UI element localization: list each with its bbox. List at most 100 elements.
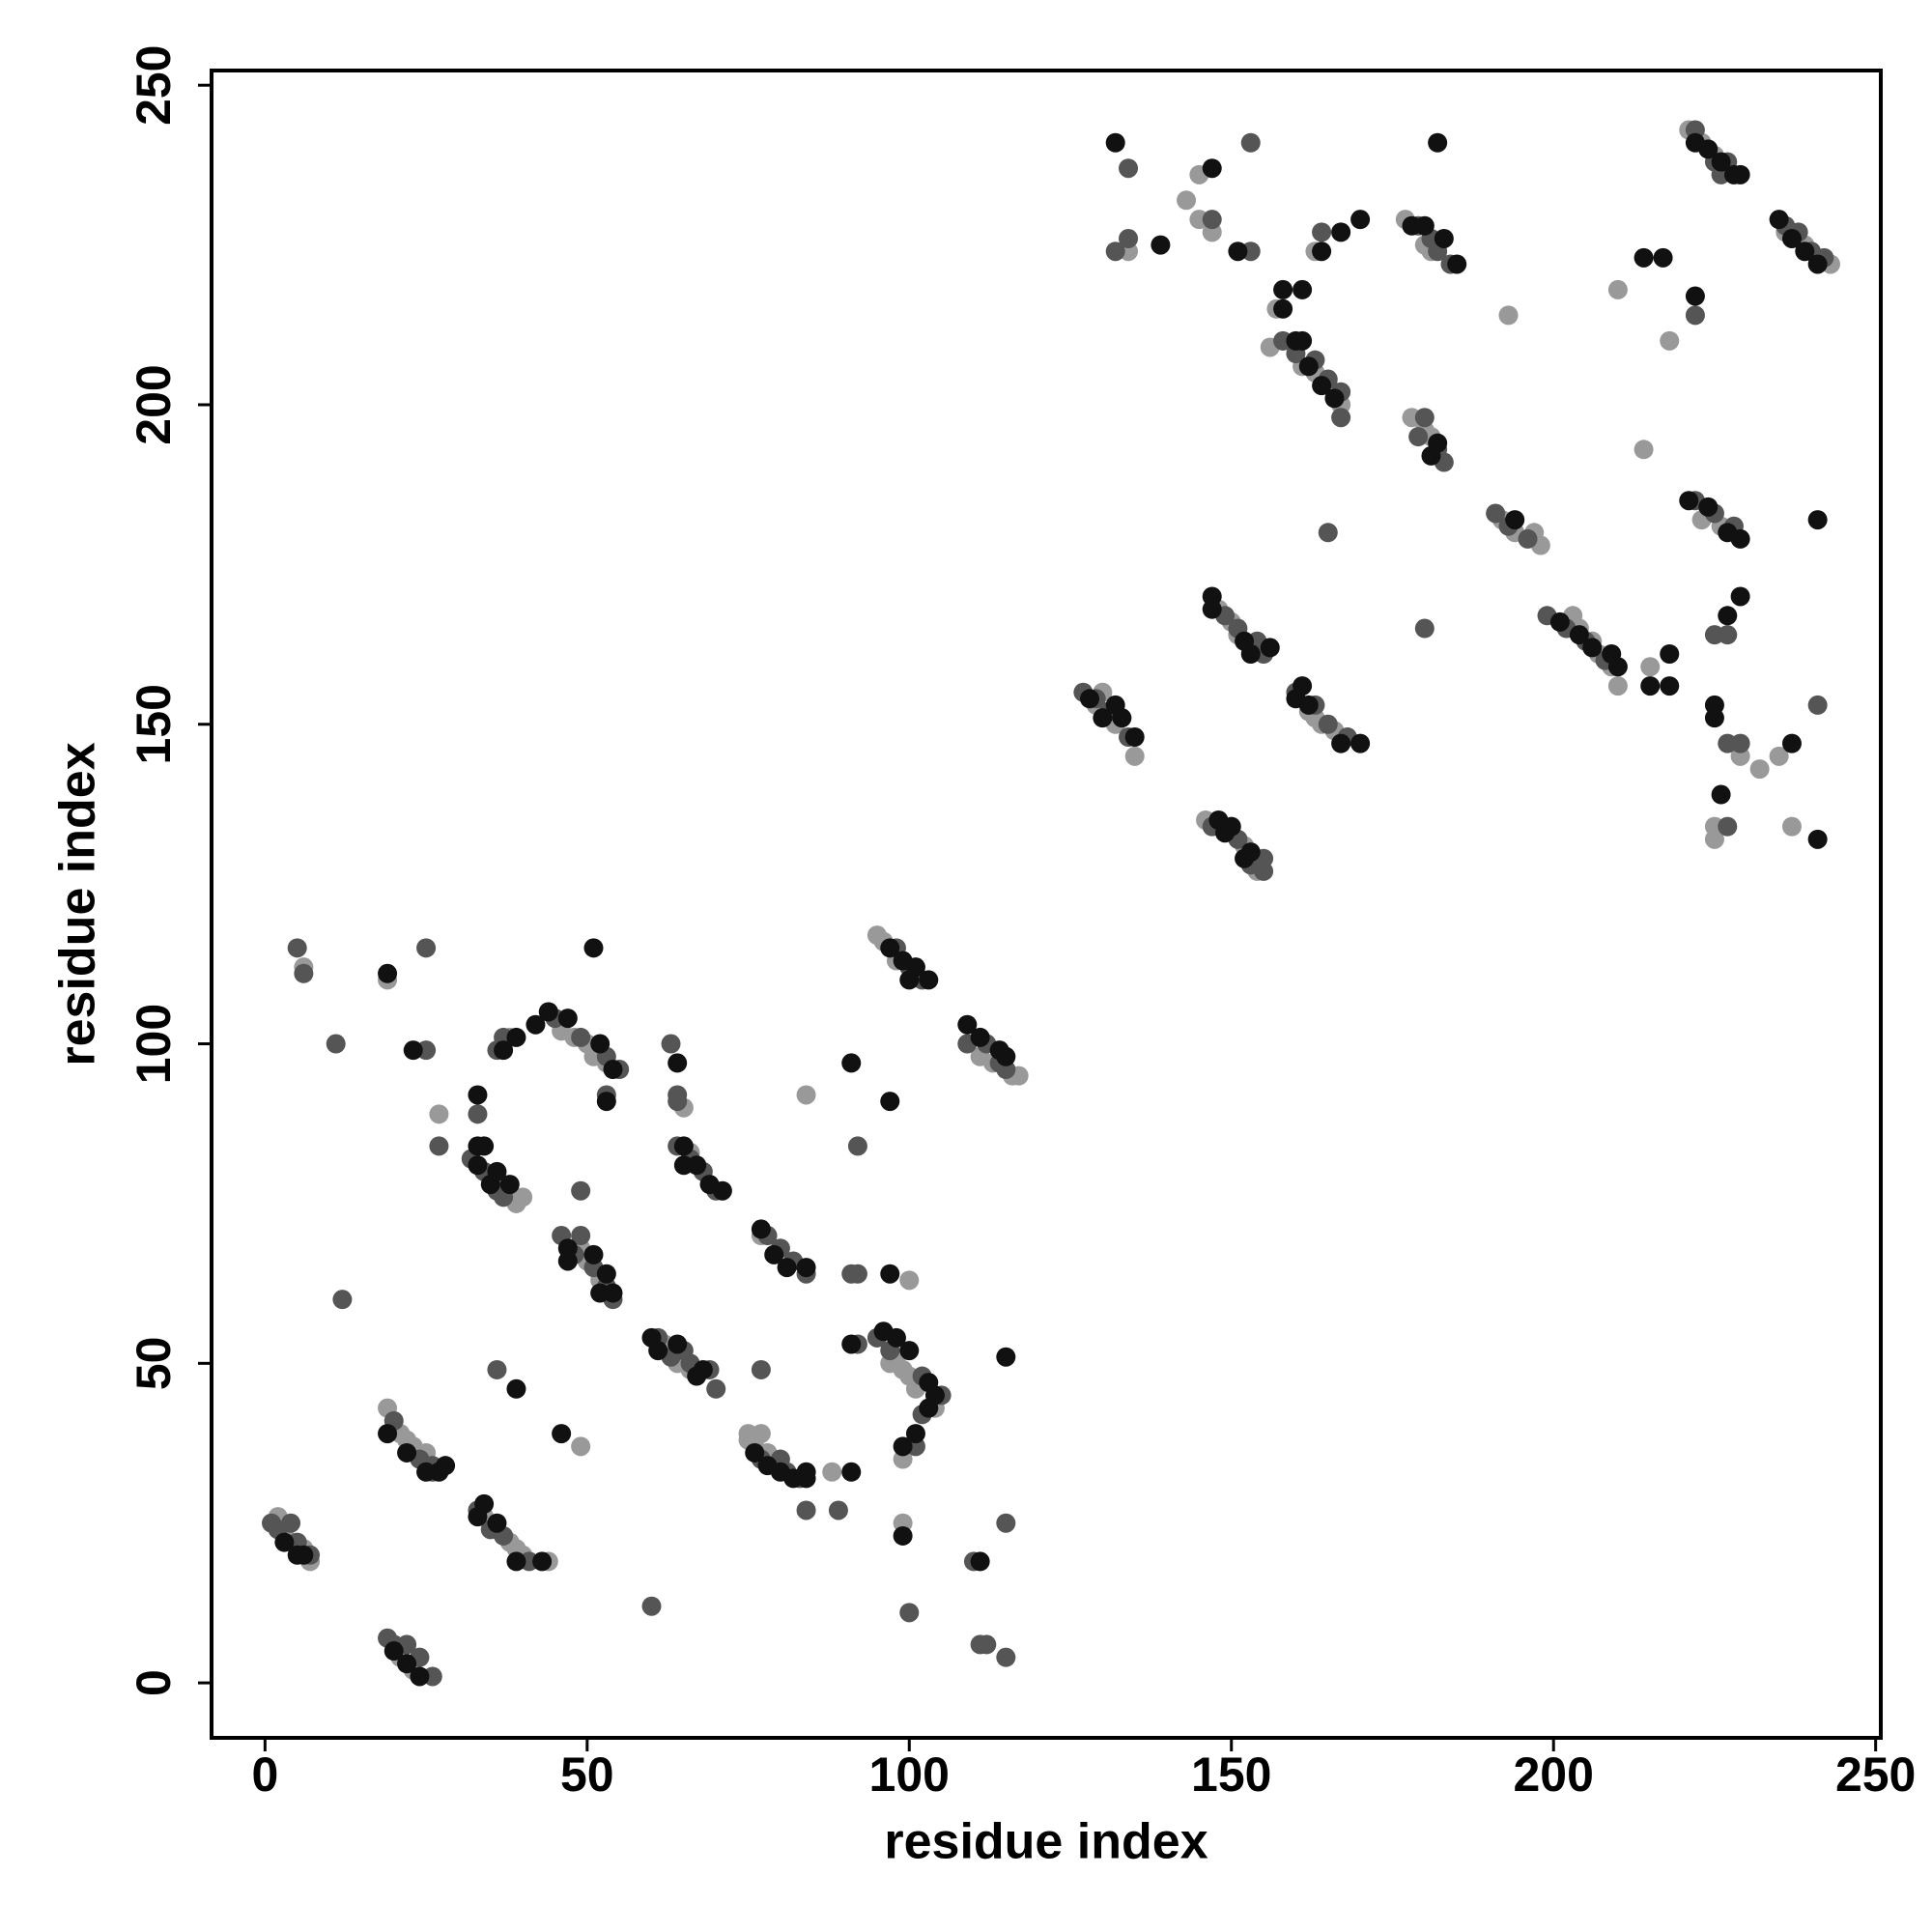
point — [1660, 644, 1680, 665]
point — [1718, 816, 1738, 837]
y-tick-label: 200 — [127, 364, 181, 444]
point — [996, 1046, 1016, 1066]
point — [751, 1359, 771, 1379]
point — [841, 1334, 862, 1354]
point — [1177, 190, 1197, 211]
point — [1704, 829, 1724, 849]
point — [1660, 676, 1680, 696]
point — [1119, 228, 1139, 248]
point — [1807, 695, 1828, 715]
point — [1660, 330, 1680, 351]
point — [487, 1161, 507, 1181]
point — [1428, 433, 1448, 453]
point — [828, 1500, 848, 1520]
point — [1607, 676, 1628, 696]
point — [468, 1104, 488, 1124]
point — [661, 1034, 681, 1054]
point — [899, 1603, 920, 1623]
point — [751, 1424, 771, 1444]
point — [996, 1647, 1016, 1667]
point — [886, 1327, 906, 1348]
point — [1202, 210, 1222, 230]
point — [1569, 625, 1589, 645]
point — [494, 1040, 514, 1061]
point — [1112, 708, 1132, 728]
point — [1730, 528, 1750, 549]
point — [796, 1258, 816, 1278]
point — [603, 1283, 623, 1303]
point — [970, 1551, 990, 1572]
point — [880, 1264, 900, 1284]
y-axis-label: residue index — [50, 742, 106, 1065]
point — [899, 1341, 920, 1361]
point — [1298, 695, 1319, 715]
point — [764, 1244, 784, 1264]
point — [1312, 222, 1332, 242]
point — [1240, 842, 1261, 863]
point — [294, 963, 314, 983]
point — [1582, 638, 1603, 658]
x-tick-label: 250 — [1835, 1747, 1916, 1802]
point — [919, 970, 939, 990]
point — [996, 1513, 1016, 1533]
point — [538, 1002, 558, 1022]
point — [841, 1462, 862, 1482]
point — [526, 1014, 546, 1035]
point — [1634, 440, 1654, 460]
point — [403, 1040, 423, 1061]
point — [822, 1462, 842, 1482]
point — [474, 1136, 495, 1156]
point — [287, 938, 307, 958]
point — [1730, 586, 1750, 607]
point — [687, 1155, 707, 1176]
point — [506, 1027, 526, 1047]
point — [1807, 829, 1828, 849]
point — [274, 1532, 295, 1552]
point — [583, 938, 604, 958]
point — [1273, 298, 1293, 319]
point — [1607, 657, 1628, 677]
point — [1549, 611, 1570, 632]
point — [1254, 861, 1274, 881]
point — [648, 1341, 668, 1361]
point — [468, 1085, 488, 1105]
point — [712, 1180, 732, 1201]
point — [429, 1136, 449, 1156]
point — [1428, 132, 1448, 153]
point — [397, 1442, 417, 1463]
point — [957, 1014, 978, 1035]
point — [1312, 242, 1332, 262]
point — [1414, 618, 1435, 639]
point — [571, 1180, 591, 1201]
point — [1730, 164, 1750, 185]
point — [1414, 215, 1435, 236]
point — [693, 1359, 713, 1379]
point — [1795, 242, 1815, 262]
point — [970, 1027, 990, 1047]
point — [603, 1060, 623, 1080]
point — [552, 1424, 572, 1444]
point — [996, 1347, 1016, 1367]
point — [1685, 305, 1705, 326]
point — [1807, 254, 1828, 274]
point — [1640, 676, 1661, 696]
point — [796, 1085, 816, 1105]
point — [847, 1136, 867, 1156]
point — [841, 1264, 862, 1284]
point — [557, 1251, 578, 1271]
point — [1769, 746, 1789, 766]
point — [905, 1424, 925, 1444]
point — [1807, 510, 1828, 530]
point — [668, 1085, 688, 1105]
point — [1769, 210, 1789, 230]
point — [1221, 816, 1241, 837]
point — [1447, 254, 1467, 274]
y-tick-label: 150 — [127, 684, 181, 764]
point — [1518, 528, 1538, 549]
point — [1781, 816, 1802, 837]
point — [1498, 305, 1519, 326]
point — [532, 1551, 553, 1572]
point — [1350, 733, 1371, 753]
point — [893, 1436, 913, 1457]
point — [332, 1290, 353, 1310]
